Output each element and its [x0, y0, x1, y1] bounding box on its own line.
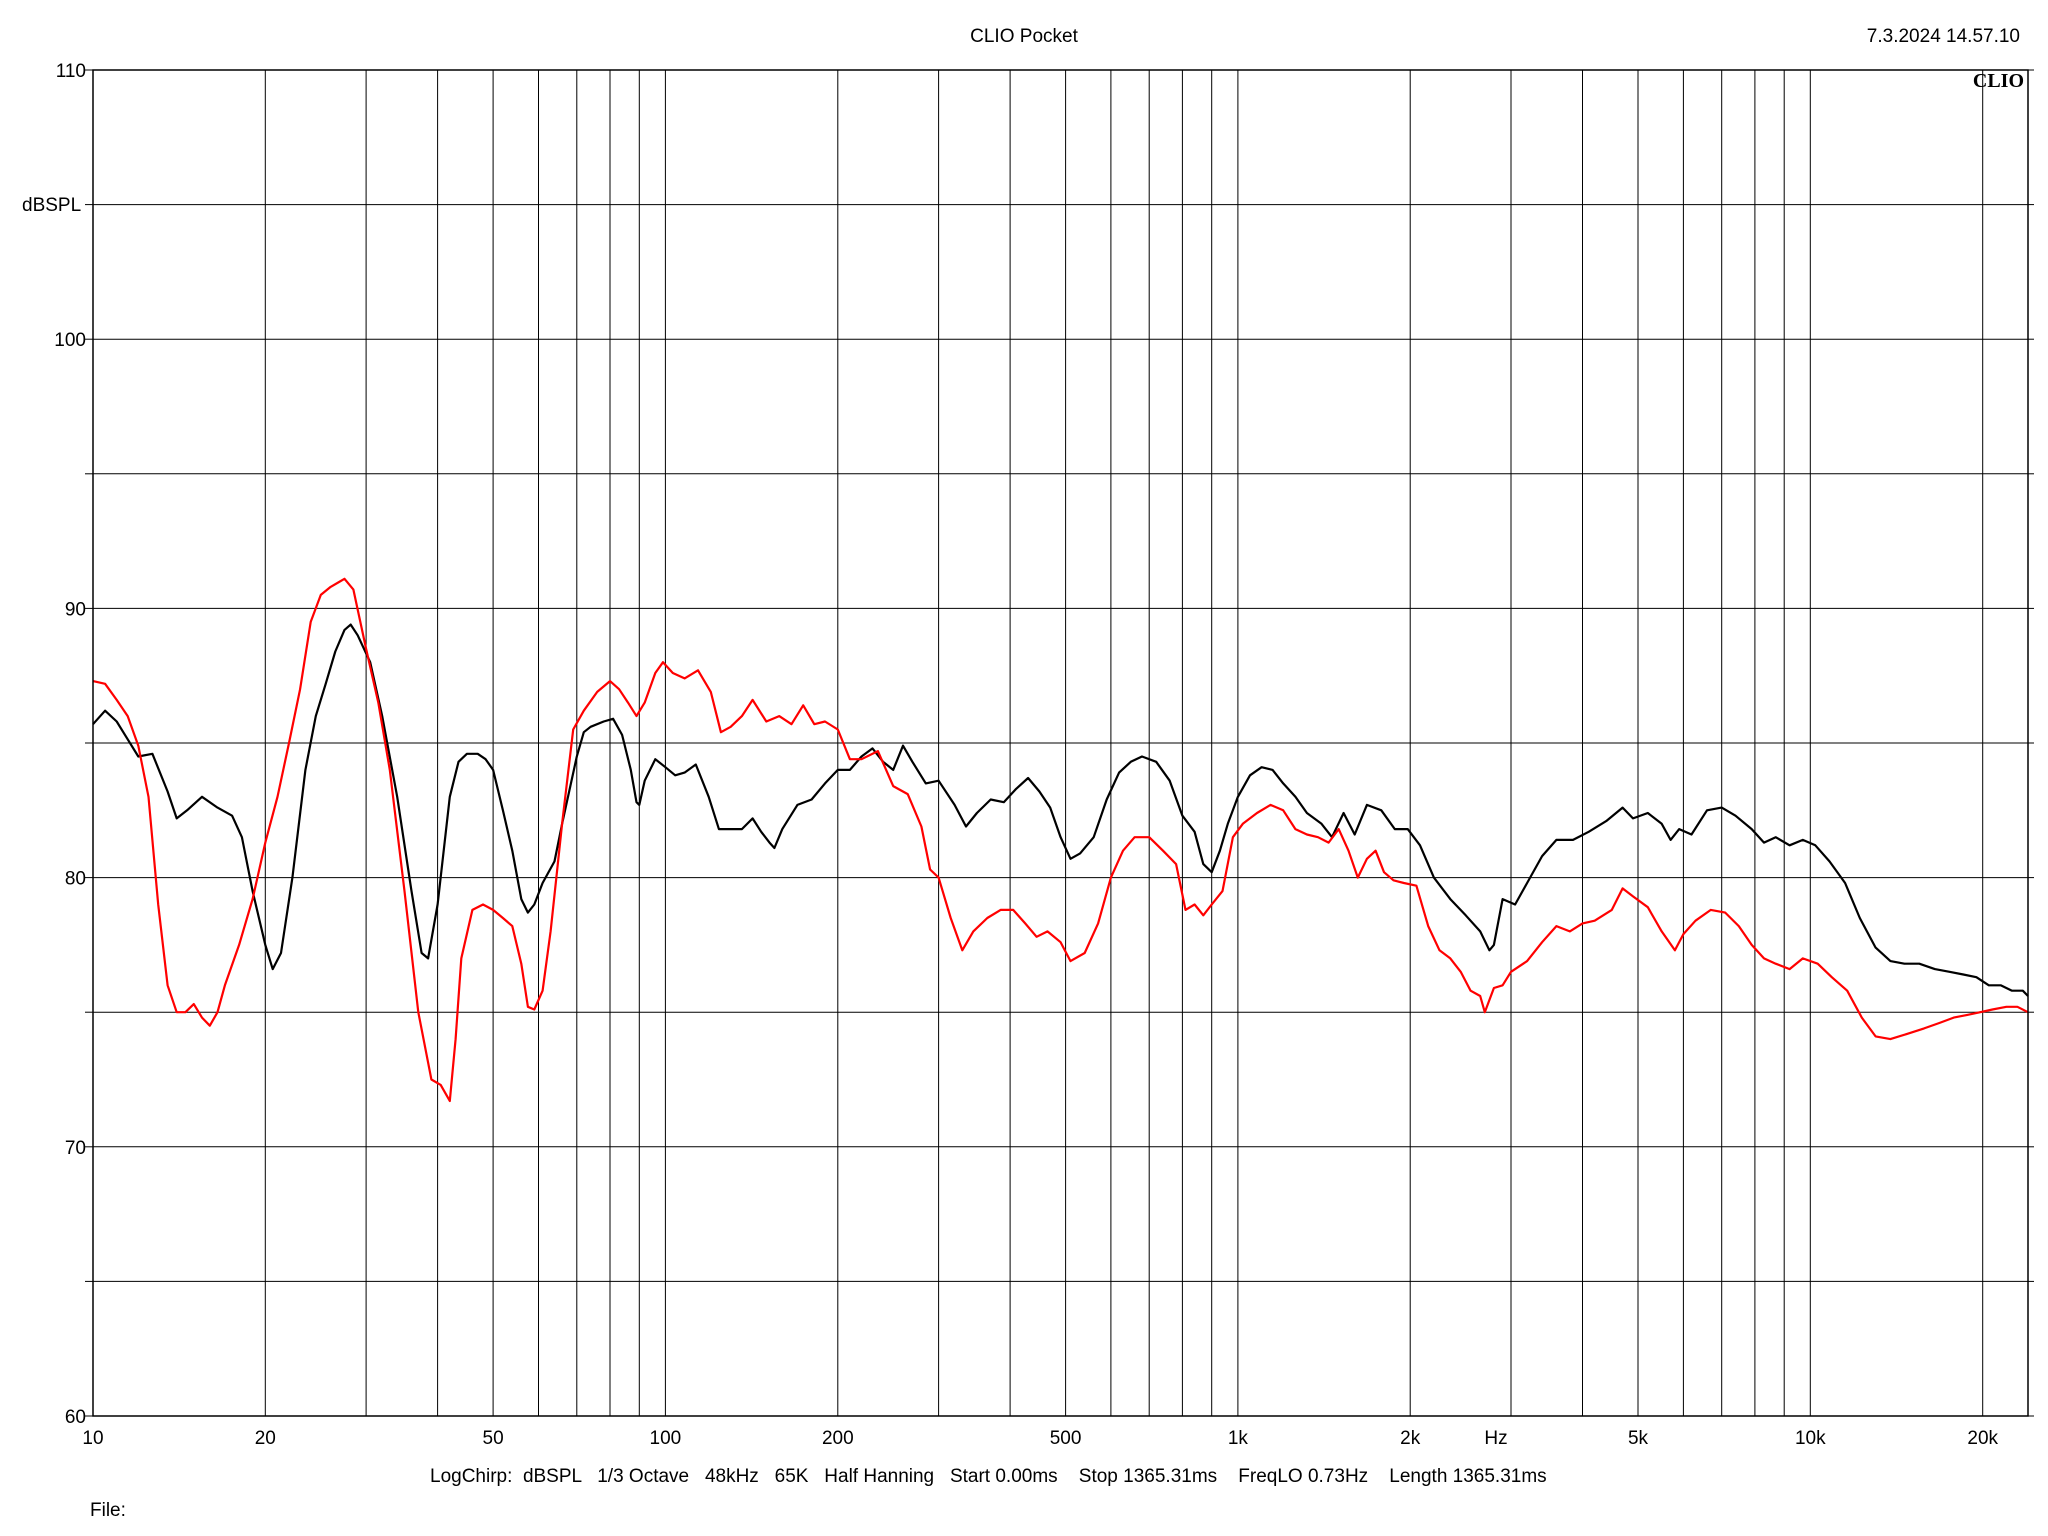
y-tick-label: 90: [65, 599, 86, 620]
x-tick-label: 20k: [1967, 1428, 1998, 1449]
y-tick-label: 80: [65, 869, 86, 890]
x-tick-label: 10k: [1795, 1428, 1826, 1449]
series-lines: [92, 577, 2029, 1103]
series-line-2: [92, 577, 2029, 1103]
x-tick-label: 5k: [1628, 1428, 1649, 1449]
series-line-1: [92, 623, 2029, 997]
x-tick-label: 1k: [1228, 1428, 1249, 1449]
x-tick-label: 100: [650, 1428, 682, 1449]
x-tick-label: 200: [822, 1428, 854, 1449]
x-tick-label: 50: [483, 1428, 504, 1449]
plot-frame: [92, 69, 2029, 1417]
x-axis-ticks: 10 20 50 100 200 500 1k 2k 5k 10k 20k: [82, 1428, 1998, 1449]
timestamp: 7.3.2024 14.57.10: [1867, 26, 2020, 47]
y-tick-label: 100: [54, 330, 86, 351]
x-tick-label: 500: [1050, 1428, 1082, 1449]
y-axis-ticks: 60 70 80 90 100 110: [54, 61, 2034, 1428]
measurement-settings: LogChirp: dBSPL 1/3 Octave 48kHz 65K Hal…: [430, 1466, 1547, 1487]
x-tick-label: 20: [255, 1428, 276, 1449]
y-tick-label: 60: [65, 1407, 86, 1428]
clio-logo: CLIO: [1973, 70, 2024, 92]
y-tick-label: 70: [65, 1138, 86, 1159]
file-label: File:: [90, 1500, 126, 1521]
chart-title: CLIO Pocket: [970, 26, 1078, 47]
x-tick-label: 10: [82, 1428, 103, 1449]
y-axis-label: dBSPL: [22, 195, 81, 216]
x-tick-label: 2k: [1400, 1428, 1421, 1449]
y-tick-label: 110: [56, 61, 86, 82]
grid: [92, 69, 2028, 1417]
x-axis-label: Hz: [1484, 1428, 1507, 1449]
